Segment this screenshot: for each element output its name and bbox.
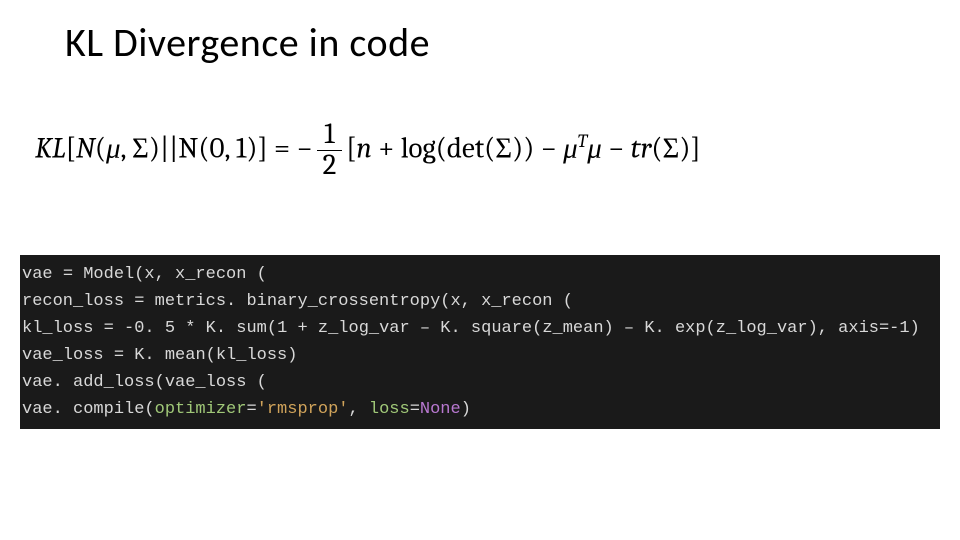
- slide-title: KL Divergence in code: [65, 18, 430, 67]
- cl4b: =: [114, 346, 124, 365]
- f-p3c: ): [512, 133, 523, 166]
- f-p1: (: [95, 133, 106, 166]
- f-num: 1: [317, 120, 343, 151]
- cl6h: None: [420, 400, 461, 419]
- cl4c: K. mean(kl_loss): [124, 346, 297, 365]
- cl4a: vae_loss: [22, 346, 114, 365]
- cl3g: + z_log_var – K. square(z_mean) – K. exp…: [287, 319, 899, 338]
- f-p1c: ): [149, 133, 160, 166]
- f-01: (0, 1): [198, 133, 257, 166]
- f-p4: (: [651, 133, 662, 166]
- f-frac: 12: [317, 120, 343, 182]
- f-tr: tr: [631, 133, 652, 166]
- f-p2c: ): [523, 133, 534, 166]
- cl6i: ): [461, 400, 471, 419]
- cl3d: 0. 5: [134, 319, 175, 338]
- f-p2: (: [436, 133, 447, 166]
- cl3a: kl_loss: [22, 319, 104, 338]
- cl6f: loss: [369, 400, 410, 419]
- f-supT: T: [578, 130, 588, 152]
- code-line-4: vae_loss = K. mean(kl_loss): [20, 342, 940, 369]
- cl2b: =: [134, 292, 144, 311]
- cl1b: =: [63, 265, 73, 284]
- slide: KL Divergence in code KL[N(μ, Σ)||N(0, 1…: [0, 0, 960, 540]
- f-det: det: [447, 133, 484, 166]
- f-kl: KL: [35, 133, 66, 166]
- cl2a: recon_loss: [22, 292, 134, 311]
- f-rbr: ]: [258, 133, 268, 166]
- code-line-3: kl_loss = -0. 5 * K. sum(1 + z_log_var –…: [20, 315, 940, 342]
- f-mu3: μ: [587, 133, 602, 166]
- f-bopen: [: [346, 133, 356, 166]
- f-lbr: [: [66, 133, 76, 166]
- cl6b: optimizer: [155, 400, 247, 419]
- code-line-5: vae. add_loss(vae_loss (: [20, 369, 940, 396]
- f-c1: ,: [121, 133, 132, 166]
- f-bclose: ]: [690, 133, 700, 166]
- f-n2: N: [178, 133, 198, 166]
- cl6e: ,: [348, 400, 368, 419]
- cl6c: =: [246, 400, 256, 419]
- code-block: vae = Model(x, x_recon ( recon_loss = me…: [20, 255, 940, 429]
- cl6g: =: [410, 400, 420, 419]
- code-line-1: vae = Model(x, x_recon (: [20, 261, 940, 288]
- code-line-6: vae. compile(optimizer='rmsprop', loss=N…: [20, 396, 940, 423]
- f-n: n: [356, 133, 371, 166]
- f-plus1: +: [372, 133, 401, 166]
- f-sig2: Σ: [495, 133, 512, 166]
- cl3h: 1: [899, 319, 909, 338]
- f-p3: (: [484, 133, 495, 166]
- cl3f: 1: [277, 319, 287, 338]
- f-sig3: Σ: [662, 133, 679, 166]
- cl3e: * K. sum(: [175, 319, 277, 338]
- f-den: 2: [317, 151, 343, 181]
- f-minus1: −: [534, 133, 563, 166]
- f-p4c: ): [679, 133, 690, 166]
- cl2c: metrics. binary_crossentropy(x, x_recon …: [144, 292, 572, 311]
- cl3c: -: [114, 319, 134, 338]
- cl5a: vae. add_loss(vae_loss (: [22, 373, 267, 392]
- kl-formula: KL[N(μ, Σ)||N(0, 1)] = −12[n + log(det(Σ…: [35, 120, 925, 182]
- cl6d: 'rmsprop': [257, 400, 349, 419]
- cl6a: vae. compile(: [22, 400, 155, 419]
- f-neg: −: [296, 133, 312, 166]
- f-mu: μ: [106, 133, 121, 166]
- f-n1: N: [76, 133, 95, 166]
- f-sig: Σ: [132, 133, 149, 166]
- f-bars: ||: [160, 133, 178, 166]
- f-mu2: μ: [563, 133, 578, 166]
- f-log: log: [401, 133, 436, 166]
- cl1a: vae: [22, 265, 63, 284]
- cl3b: =: [104, 319, 114, 338]
- cl3i: ): [910, 319, 920, 338]
- f-eq: =: [268, 133, 297, 166]
- code-line-2: recon_loss = metrics. binary_crossentrop…: [20, 288, 940, 315]
- cl1c: Model(x, x_recon (: [73, 265, 267, 284]
- f-minus2: −: [602, 133, 631, 166]
